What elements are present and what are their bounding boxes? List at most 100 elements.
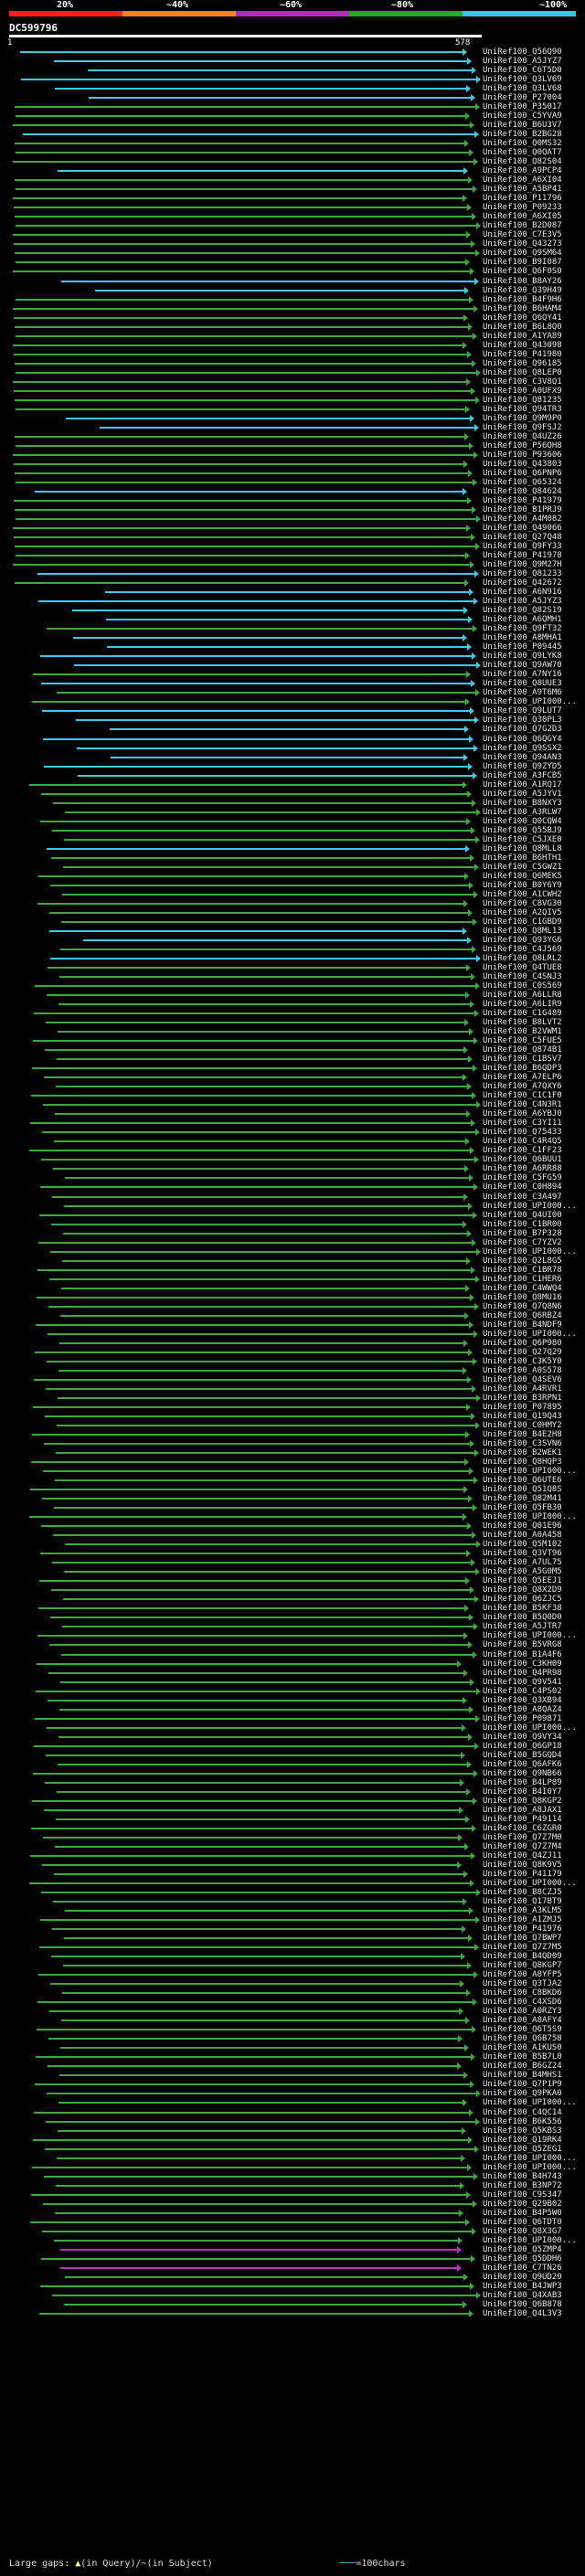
hit-bar[interactable] — [57, 1790, 466, 1793]
hit-bar[interactable] — [31, 1827, 472, 1829]
hit-bar[interactable] — [29, 1150, 470, 1152]
hit-label[interactable]: UniRef100_Q9M27H — [483, 560, 562, 570]
hit-bar[interactable] — [50, 1983, 460, 1986]
hit-label[interactable]: UniRef100_Q82S19 — [483, 606, 562, 616]
hit-bar[interactable] — [63, 865, 474, 868]
hit-label[interactable]: UniRef100_Q4XAB3 — [483, 2290, 562, 2300]
hit-bar[interactable] — [49, 1644, 468, 1647]
hit-label[interactable]: UniRef100_P09233 — [483, 203, 562, 213]
hit-bar[interactable] — [73, 637, 463, 640]
hit-bar[interactable] — [32, 1434, 465, 1436]
hit-bar[interactable] — [15, 546, 475, 548]
hit-label[interactable]: UniRef100_B5GQD4 — [483, 1750, 562, 1760]
hit-bar[interactable] — [30, 1489, 463, 1491]
hit-bar[interactable] — [43, 1836, 458, 1839]
hit-bar[interactable] — [38, 875, 464, 877]
hit-label[interactable]: UniRef100_Q8ML13 — [483, 926, 562, 936]
hit-bar[interactable] — [35, 985, 475, 988]
hit-label[interactable]: UniRef100_Q4PR98 — [483, 1668, 562, 1678]
hit-label[interactable]: UniRef100_A9PCP4 — [483, 166, 562, 176]
hit-bar[interactable] — [14, 316, 463, 319]
hit-bar[interactable] — [59, 2074, 463, 2077]
hit-bar[interactable] — [55, 2211, 459, 2214]
hit-bar[interactable] — [83, 938, 467, 941]
hit-label[interactable]: UniRef100_P41976 — [483, 1924, 562, 1935]
hit-label[interactable]: UniRef100_Q6RBZ4 — [483, 1310, 562, 1320]
hit-bar[interactable] — [32, 2166, 467, 2168]
hit-label[interactable]: UniRef100_B4H743 — [483, 2171, 562, 2181]
hit-label[interactable]: UniRef100_Q9AW70 — [483, 661, 562, 671]
hit-label[interactable]: UniRef100_C0HMY2 — [483, 1421, 562, 1430]
hit-bar[interactable] — [15, 325, 468, 328]
hit-bar[interactable] — [62, 1259, 466, 1262]
hit-bar[interactable] — [45, 1049, 463, 1052]
hit-bar[interactable] — [65, 1910, 469, 1913]
hit-bar[interactable] — [52, 1562, 471, 1564]
hit-bar[interactable] — [56, 1452, 474, 1455]
hit-label[interactable]: UniRef100_Q6QGY4 — [483, 734, 562, 744]
hit-bar[interactable] — [60, 1314, 464, 1317]
hit-label[interactable]: UniRef100_Q5FB30 — [483, 1503, 562, 1513]
hit-bar[interactable] — [55, 1113, 466, 1116]
hit-label[interactable]: UniRef100_A6YBJ0 — [483, 1109, 562, 1119]
hit-bar[interactable] — [53, 1901, 463, 1903]
hit-bar[interactable] — [15, 252, 475, 255]
hit-label[interactable]: UniRef100_Q5KBS3 — [483, 2125, 562, 2136]
hit-bar[interactable] — [15, 435, 464, 438]
hit-bar[interactable] — [41, 1892, 476, 1894]
hit-label[interactable]: UniRef100_B5B7L0 — [483, 2052, 562, 2062]
hit-label[interactable]: UniRef100_Q8HQP3 — [483, 1458, 562, 1468]
hit-label[interactable]: UniRef100_Q8KGP7 — [483, 1961, 562, 1971]
hit-bar[interactable] — [49, 1277, 475, 1280]
hit-bar[interactable] — [50, 1250, 476, 1253]
hit-label[interactable]: UniRef100_Q6ZJC5 — [483, 1595, 562, 1605]
hit-label[interactable]: UniRef100_B8LVT2 — [483, 1018, 562, 1028]
hit-label[interactable]: UniRef100_Q4UZ26 — [483, 431, 562, 441]
hit-label[interactable]: UniRef100_A8JAX1 — [483, 1805, 562, 1815]
hit-label[interactable]: UniRef100_Q8K9V5 — [483, 1860, 562, 1870]
hit-label[interactable]: UniRef100_C3V8Q1 — [483, 376, 562, 387]
hit-bar[interactable] — [38, 1974, 473, 1977]
hit-bar[interactable] — [44, 1076, 463, 1079]
hit-label[interactable]: UniRef100_Q55BJ9 — [483, 825, 562, 835]
hit-bar[interactable] — [37, 573, 474, 576]
hit-bar[interactable] — [29, 1516, 463, 1519]
hit-bar[interactable] — [23, 133, 474, 136]
hit-bar[interactable] — [35, 2083, 470, 2086]
hit-bar[interactable] — [36, 2056, 471, 2059]
hit-bar[interactable] — [14, 536, 471, 539]
hit-bar[interactable] — [39, 1214, 473, 1216]
hit-label[interactable]: UniRef100_C3K5Y0 — [483, 1356, 562, 1366]
hit-label[interactable]: UniRef100_Q9UD20 — [483, 2272, 562, 2282]
hit-bar[interactable] — [40, 2284, 470, 2287]
hit-bar[interactable] — [13, 270, 470, 273]
hit-bar[interactable] — [49, 2010, 459, 2013]
hit-bar[interactable] — [52, 2294, 476, 2296]
hit-label[interactable]: UniRef100_C1HER6 — [483, 1274, 562, 1284]
hit-bar[interactable] — [13, 161, 473, 164]
hit-label[interactable]: UniRef100_P27004 — [483, 93, 562, 103]
hit-bar[interactable] — [60, 2047, 464, 2050]
hit-label[interactable]: UniRef100_A3KLM5 — [483, 1906, 562, 1916]
hit-bar[interactable] — [45, 1781, 460, 1784]
hit-bar[interactable] — [42, 1131, 475, 1134]
hit-bar[interactable] — [57, 1425, 475, 1426]
hit-label[interactable]: UniRef100_A5JYZ7 — [483, 57, 562, 67]
hit-label[interactable]: UniRef100_Q42672 — [483, 578, 562, 588]
hit-bar[interactable] — [15, 509, 472, 511]
hit-bar[interactable] — [47, 847, 465, 850]
hit-label[interactable]: UniRef100_Q9LYK8 — [483, 652, 562, 662]
hit-bar[interactable] — [53, 1168, 464, 1171]
hit-label[interactable]: UniRef100_C8BKD6 — [483, 1988, 562, 1998]
hit-label[interactable]: UniRef100_Q2L8G5 — [483, 1256, 562, 1266]
hit-bar[interactable] — [38, 600, 473, 603]
hit-bar[interactable] — [30, 1122, 471, 1125]
hit-label[interactable]: UniRef100_Q9NB66 — [483, 1768, 562, 1778]
hit-bar[interactable] — [49, 911, 468, 914]
hit-label[interactable]: UniRef100_B5Q0D0 — [483, 1613, 562, 1623]
hit-label[interactable]: UniRef100_C5JXE0 — [483, 834, 562, 844]
hit-bar[interactable] — [54, 60, 467, 63]
hit-label[interactable]: UniRef100_UPI000... — [483, 2098, 577, 2108]
hit-label[interactable]: UniRef100_A5JYZ3 — [483, 597, 562, 607]
hit-bar[interactable] — [15, 398, 475, 401]
